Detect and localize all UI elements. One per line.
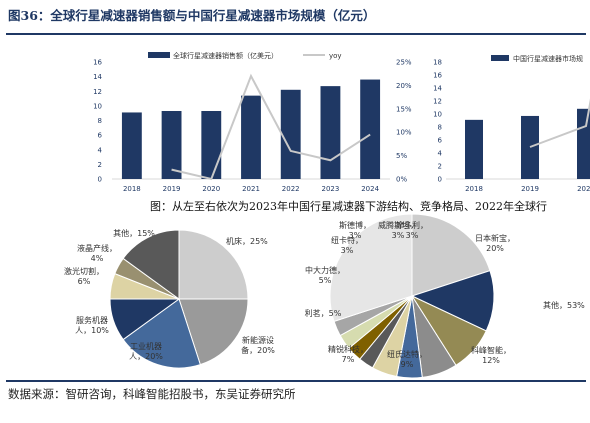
chart1-bar — [201, 110, 222, 179]
chart1-bar — [280, 89, 301, 179]
pie1-label-yejing: 液晶产线， 4% — [77, 243, 117, 263]
chart1-y2-tick: 20% — [396, 82, 412, 90]
chart1-bar — [320, 86, 341, 179]
subtitle: 图：从左至右依次为2023年中国行星减速器下游结构、竞争格局、2022年全球行 — [150, 200, 547, 213]
chart1-y-tick: 16 — [93, 59, 102, 67]
chart1-legend-label-bar: 全球行星减速器销售额（亿美元） — [173, 51, 278, 60]
pie2-label-niukate: 纽卡特， 3% — [331, 235, 363, 255]
chart2-bar — [521, 115, 539, 179]
chart2-legend-label: 中国行星减速器市场规 — [513, 54, 583, 63]
chart1-legend-swatch-bar — [148, 52, 170, 58]
chart1-y-tick: 0 — [98, 176, 102, 184]
chart1-y2-tick: 25% — [396, 59, 412, 67]
chart1-y2-tick: 0% — [396, 176, 407, 184]
figure-title: 图36：全球行星减速器销售额与中国行星减速器市场规模（亿元） — [8, 8, 376, 23]
pie1-label-jiguang: 激光切割， 6% — [64, 266, 104, 286]
chart2-y-tick: 14 — [433, 85, 442, 93]
chart1-bar — [241, 95, 261, 179]
chart2-y-tick: 0 — [438, 176, 442, 184]
pie2-label-qita: 其他，53% — [543, 300, 585, 310]
top-rule — [6, 33, 586, 35]
chart1-y-tick: 14 — [93, 73, 102, 81]
chart1-bar — [121, 112, 142, 179]
chart1-bar — [360, 79, 381, 179]
chart2-y-tick: 2 — [438, 163, 442, 171]
chart1-x-tick: 2020 — [202, 185, 220, 193]
pie2-label-weiteng: 威腾斯坦， 3% — [378, 220, 418, 240]
pie1-label-gongye: 工业机器人，20% — [129, 341, 163, 361]
chart2-y-tick: 10 — [433, 111, 442, 119]
chart1-bar — [161, 110, 182, 179]
pie2-slice — [411, 213, 491, 297]
chart2-growth-line — [529, 98, 590, 148]
chart2-legend-swatch — [491, 55, 509, 61]
chart1-x-tick: 2021 — [242, 185, 260, 193]
chart1-y-tick: 12 — [93, 88, 102, 96]
pie1-label-fuwu: 服务机器人，10% — [75, 315, 109, 335]
chart2-y-tick: 18 — [433, 59, 442, 67]
pie1-label-qita: 其他，15% — [113, 228, 155, 238]
pie2-label-sidebo: 斯德博， 3% — [339, 220, 371, 240]
pie1-slice — [178, 229, 249, 300]
chart2-y-tick: 12 — [433, 98, 442, 106]
pie1-slice — [122, 298, 201, 369]
chart2-y-tick: 16 — [433, 72, 442, 80]
chart2-y-tick: 6 — [438, 137, 443, 145]
bottom-rule — [6, 380, 586, 382]
pie2-slice — [329, 213, 413, 322]
chart1-legend-label-line: yoy — [329, 52, 342, 60]
pie2-label-niushi: 纽氏达特， 9% — [387, 349, 427, 369]
pie2-label-xinbao: 日本新宝， 20% — [475, 233, 515, 253]
pie1-label-jichuang: 机床，25% — [226, 236, 268, 246]
chart1-y-tick: 8 — [98, 117, 102, 125]
chart1-y2-tick: 15% — [396, 105, 412, 113]
chart1-x-tick: 2024 — [361, 185, 379, 193]
source-note: 数据来源：智研咨询，科峰智能招股书，东吴证券研究所 — [8, 387, 296, 401]
chart2-bar — [465, 119, 483, 179]
chart1-x-tick: 2022 — [282, 185, 300, 193]
chart1-y-tick: 10 — [93, 102, 102, 110]
pie1-slice — [122, 229, 180, 300]
chart2-x-tick: 2019 — [521, 185, 539, 193]
chart1-x-tick: 2018 — [123, 185, 141, 193]
pie2-slice — [410, 270, 495, 332]
chart1-y2-tick: 5% — [396, 152, 407, 160]
chart1-y2-tick: 10% — [396, 129, 412, 137]
chart2-x-tick: 2018 — [465, 185, 483, 193]
chart1-y-tick: 4 — [98, 146, 103, 154]
chart1-x-tick: 2023 — [322, 185, 340, 193]
chart1-y-tick: 2 — [98, 161, 102, 169]
chart2-x-tick: 2020 — [577, 185, 590, 193]
pie2-label-liming: 利茗，5% — [305, 308, 342, 318]
pie2-label-moduoli: 摩多利， 3% — [396, 220, 428, 240]
pie2-label-kefeng: 科峰智能， 12% — [471, 345, 511, 365]
chart2-y-tick: 4 — [438, 150, 443, 158]
pie1-label-xinnengyuan: 新能源设备，20% — [241, 335, 275, 355]
chart1-yoy-line — [171, 73, 371, 181]
pie1-slice — [178, 298, 249, 366]
chart1-y-tick: 6 — [98, 132, 103, 140]
pie2-label-jingrui: 精锐科技， 7% — [328, 344, 368, 364]
pie2-label-zhongda: 中大力德， 5% — [305, 265, 345, 285]
chart1-x-tick: 2019 — [163, 185, 181, 193]
chart2-y-tick: 8 — [438, 124, 442, 132]
